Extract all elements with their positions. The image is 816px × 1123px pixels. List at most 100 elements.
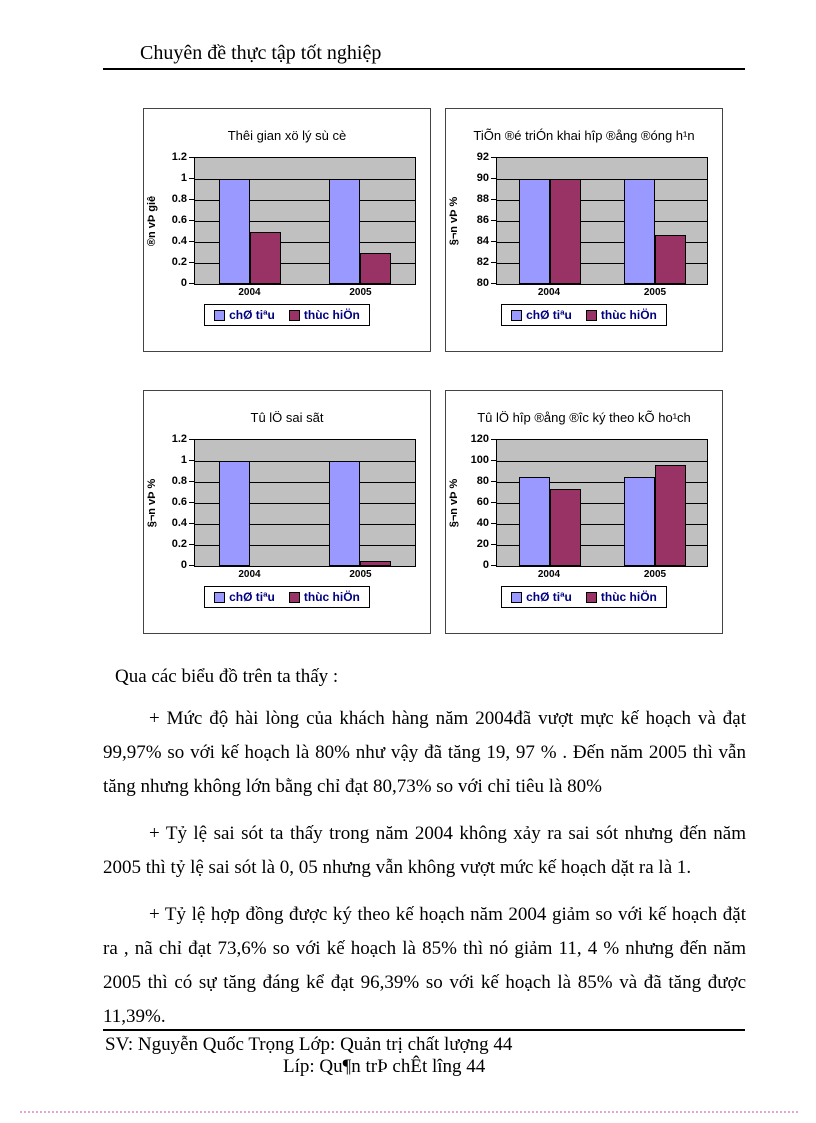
- y-tick-label: 0: [482, 559, 489, 571]
- legend-label: chØ tiªu: [229, 590, 275, 604]
- x-category-label: 2004: [537, 569, 561, 580]
- chart-legend: chØ tiªu thùc hiÖn: [204, 586, 370, 608]
- y-tick-mark: [491, 157, 496, 158]
- y-axis-unit-label: ®n vÞ giê: [146, 195, 158, 247]
- paragraph-satisfaction: + Mức độ hài lòng của khách hàng năm 200…: [103, 708, 746, 797]
- gridline: [497, 503, 707, 504]
- y-tick-mark: [189, 220, 194, 221]
- x-category-label: 2004: [238, 569, 261, 580]
- y-axis-ticks: 1.2 1 0.8 0.6 0.4 0.2 0: [160, 151, 194, 289]
- legend-label: chØ tiªu: [526, 308, 572, 322]
- legend-swatch: [288, 591, 300, 603]
- y-axis-unit-label: §¬n vÞ %: [448, 478, 460, 528]
- charts-grid: Thêi gian xö lý sù cè ®n vÞ giê 1.2 1 0.8 0…: [143, 108, 723, 634]
- legend-item: chØ tiªu: [214, 590, 275, 604]
- x-category-label: 2005: [643, 287, 667, 298]
- footer-rule: [103, 1029, 745, 1031]
- bar-thùc-hiÖn-2004: [549, 488, 581, 566]
- gridline: [497, 242, 707, 243]
- paragraph-error-rate: + Tỷ lệ sai sót ta thấy trong năm 2004 k…: [103, 823, 746, 878]
- y-tick-label: 1: [180, 454, 187, 466]
- chart-legend: chØ tiªu thùc hiÖn: [501, 586, 667, 608]
- y-tick-mark: [491, 262, 496, 263]
- y-axis-ticks: 1.2 1 0.8 0.6 0.4 0.2 0: [160, 433, 194, 571]
- y-tick-label: 0.2: [171, 256, 187, 268]
- legend-swatch: [511, 309, 523, 321]
- y-tick-label: 0.6: [171, 214, 187, 226]
- legend-item: thùc hiÖn: [585, 590, 657, 604]
- bar-thùc-hiÖn-2004: [549, 179, 581, 284]
- intro-line: Qua các biểu đồ trên ta thấy :: [115, 666, 339, 687]
- chart-contracts-signed-per-plan: Tû lÖ hîp ®ång ®­îc ký theo kÕ ho¹ch §¬n…: [445, 390, 723, 634]
- y-tick-label: 92: [476, 151, 489, 163]
- legend-label: chØ tiªu: [526, 590, 572, 604]
- bar-chØ-tiªu-2005: [623, 476, 655, 566]
- y-tick-label: 20: [476, 538, 489, 550]
- bar-thùc-hiÖn-2005: [654, 464, 686, 566]
- y-tick-mark: [491, 220, 496, 221]
- gridline: [497, 461, 707, 462]
- x-category-label: 2005: [349, 569, 372, 580]
- y-tick-label: 1.2: [171, 433, 187, 445]
- legend-item: chØ tiªu: [214, 308, 275, 322]
- bar-chØ-tiªu-2004: [219, 179, 250, 284]
- gridline: [195, 461, 415, 462]
- y-tick-label: 0.2: [171, 538, 187, 550]
- plot-area: [194, 157, 416, 285]
- y-tick-label: 90: [476, 172, 489, 184]
- y-axis-unit-label: §¬n vÞ %: [448, 196, 460, 246]
- bar-chØ-tiªu-2005: [329, 461, 360, 566]
- chart-title: Tû lÖ hîp ®ång ®­îc ký theo kÕ ho¹ch: [477, 410, 691, 425]
- y-tick-mark: [189, 460, 194, 461]
- legend-label: chØ tiªu: [229, 308, 275, 322]
- x-axis-labels: 2004 2005: [194, 567, 416, 583]
- y-tick-mark: [189, 523, 194, 524]
- chart-incident-handling-time: Thêi gian xö lý sù cè ®n vÞ giê 1.2 1 0.8 0…: [143, 108, 431, 352]
- y-tick-mark: [189, 283, 194, 284]
- y-tick-mark: [189, 157, 194, 158]
- legend-swatch: [214, 309, 226, 321]
- y-tick-mark: [491, 283, 496, 284]
- y-tick-mark: [491, 502, 496, 503]
- y-tick-mark: [189, 199, 194, 200]
- y-tick-mark: [491, 481, 496, 482]
- y-tick-label: 0.4: [171, 517, 187, 529]
- plot-area: [496, 439, 708, 567]
- chart-legend: chØ tiªu thùc hiÖn: [204, 304, 370, 326]
- y-tick-label: 0.8: [171, 193, 187, 205]
- y-tick-label: 80: [476, 277, 489, 289]
- gridline: [497, 179, 707, 180]
- y-tick-label: 0: [180, 277, 187, 289]
- gridline: [497, 200, 707, 201]
- x-category-label: 2004: [238, 287, 261, 298]
- gridline: [195, 524, 415, 525]
- footer-student-line: SV: Nguyễn Quốc Trọng Lớp: Quản trị chất…: [105, 1034, 513, 1055]
- gridline: [195, 503, 415, 504]
- y-tick-label: 40: [476, 517, 489, 529]
- plot-area: [496, 157, 708, 285]
- y-tick-label: 88: [476, 193, 489, 205]
- gridline: [497, 482, 707, 483]
- bar-chØ-tiªu-2005: [329, 179, 360, 284]
- bar-thùc-hiÖn-2005: [360, 252, 391, 284]
- paragraph-contracts: + Tỷ lệ hợp đồng được ký theo kế hoạch n…: [103, 904, 746, 1027]
- gridline: [497, 263, 707, 264]
- legend-item: thùc hiÖn: [288, 590, 360, 604]
- legend-label: thùc hiÖn: [303, 590, 360, 604]
- y-tick-label: 0.6: [171, 496, 187, 508]
- x-axis-labels: 2004 2005: [496, 567, 708, 583]
- legend-swatch: [585, 591, 597, 603]
- header-rule: [103, 68, 745, 70]
- y-tick-label: 80: [476, 475, 489, 487]
- chart-contract-ontime-progress: TiÕn ®é triÓn khai hîp ®ång ®óng h¹n §¬n…: [445, 108, 723, 352]
- y-tick-mark: [491, 178, 496, 179]
- gridline: [195, 545, 415, 546]
- y-tick-mark: [189, 439, 194, 440]
- bar-chØ-tiªu-2005: [623, 179, 655, 284]
- y-tick-label: 0.8: [171, 475, 187, 487]
- y-tick-label: 60: [476, 496, 489, 508]
- y-tick-label: 0: [180, 559, 187, 571]
- bar-thùc-hiÖn-2005: [360, 560, 391, 566]
- gridline: [195, 242, 415, 243]
